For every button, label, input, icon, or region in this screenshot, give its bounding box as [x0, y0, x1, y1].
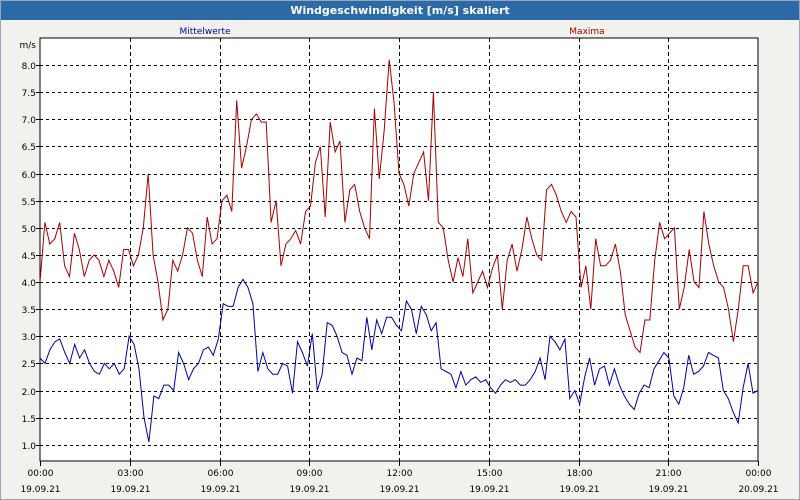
x-tick-time-label: 00:00 [746, 469, 772, 479]
window-title: Windgeschwindigkeit [m/s] skaliert [1, 1, 799, 20]
y-axis-unit-label: m/s [20, 41, 37, 51]
x-tick-time-label: 18:00 [567, 469, 593, 479]
y-tick-label: 6.0 [22, 171, 37, 181]
y-tick-label: 7.5 [22, 89, 36, 99]
x-tick-time-label: 06:00 [208, 469, 234, 479]
y-tick-label: 5.5 [22, 198, 36, 208]
x-tick-date-label: 19.09.21 [20, 485, 60, 495]
x-tick-date-label: 19.09.21 [110, 485, 150, 495]
y-tick-label: 8.0 [22, 62, 37, 72]
x-tick-time-label: 09:00 [297, 469, 323, 479]
y-tick-label: 1.5 [22, 415, 36, 425]
x-tick-date-label: 19.09.21 [200, 485, 240, 495]
x-tick-time-label: 15:00 [477, 469, 503, 479]
y-tick-label: 3.5 [22, 306, 36, 316]
series-line-mittelwerte [39, 278, 759, 443]
x-tick-time-label: 12:00 [387, 469, 413, 479]
y-tick-label: 2.0 [22, 388, 37, 398]
y-tick-label: 4.5 [22, 252, 36, 262]
x-tick-date-label: 19.09.21 [648, 485, 688, 495]
y-tick-label: 1.0 [22, 442, 37, 452]
x-tick-time-label: 00:00 [28, 469, 54, 479]
x-tick-time-label: 03:00 [118, 469, 144, 479]
x-tick-date-label: 19.09.21 [469, 485, 509, 495]
x-tick-date-label: 19.09.21 [379, 485, 419, 495]
x-tick-date-label: 19.09.21 [559, 485, 599, 495]
y-tick-label: 5.0 [22, 225, 37, 235]
y-tick-label: 7.0 [22, 116, 37, 126]
y-tick-label: 6.5 [22, 143, 36, 153]
legend-label-maxima: Maxima [569, 27, 604, 37]
y-tick-label: 3.0 [22, 333, 37, 343]
x-tick-time-label: 21:00 [656, 469, 682, 479]
x-tick-date-label: 20.09.21 [738, 485, 778, 495]
y-tick-label: 2.5 [22, 360, 36, 370]
x-tick-date-label: 19.09.21 [289, 485, 329, 495]
legend-label-mittelwerte: Mittelwerte [179, 27, 230, 37]
y-tick-label: 4.0 [22, 279, 37, 289]
series-line-maxima [39, 59, 759, 354]
